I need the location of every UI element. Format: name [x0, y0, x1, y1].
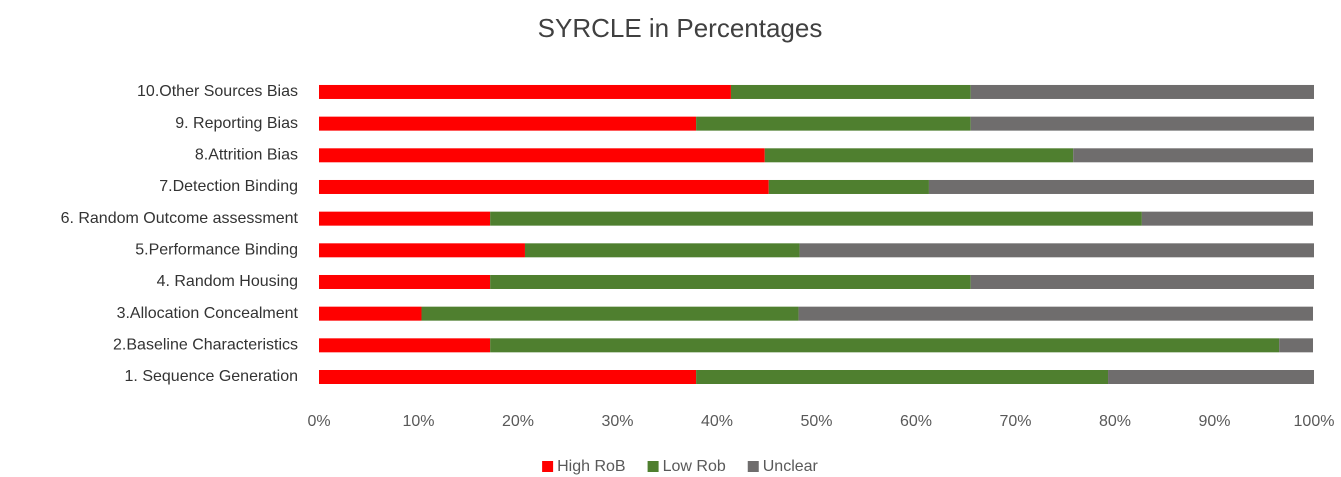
bar-segment: [490, 211, 1142, 226]
bar-segment: [1279, 338, 1314, 353]
bar-segment: [696, 116, 971, 131]
y-tick-label: 3.Allocation Concealment: [117, 305, 299, 322]
legend-label: Low Rob: [663, 458, 726, 475]
x-tick-label: 100%: [1294, 413, 1335, 430]
bar-segment: [970, 116, 1314, 131]
x-tick-label: 80%: [1099, 413, 1131, 430]
bar-segment: [1108, 370, 1314, 384]
bar-segment: [798, 306, 1314, 321]
legend-label: Unclear: [763, 458, 819, 475]
bar-segment: [799, 243, 1314, 258]
chart-title: SYRCLE in Percentages: [538, 13, 823, 43]
bar-segment: [696, 370, 1109, 384]
x-tick-label: 40%: [701, 413, 733, 430]
bar-segment: [319, 116, 697, 131]
bar-segment: [319, 274, 491, 289]
y-tick-label: 9. Reporting Bias: [175, 115, 298, 132]
bar-segment: [319, 148, 765, 163]
bar-segment: [319, 179, 769, 194]
y-tick-label: 1. Sequence Generation: [125, 368, 298, 385]
bar-segment: [768, 179, 929, 194]
y-tick-label: 6. Random Outcome assessment: [61, 210, 299, 227]
bar-segment: [319, 370, 697, 384]
x-tick-label: 30%: [601, 413, 633, 430]
x-tick-label: 0%: [307, 413, 330, 430]
y-tick-label: 8.Attrition Bias: [195, 147, 298, 164]
bar-segment: [490, 338, 1280, 353]
bar-segment: [319, 84, 731, 99]
bar-segment: [764, 148, 1074, 163]
bar-segment: [970, 274, 1314, 289]
x-tick-label: 70%: [999, 413, 1031, 430]
legend-swatch: [542, 461, 554, 472]
bar-segment: [730, 84, 971, 99]
y-tick-label: 5.Performance Binding: [135, 242, 298, 259]
bar-segment: [319, 338, 491, 353]
x-tick-label: 20%: [502, 413, 534, 430]
bar-segment: [1141, 211, 1314, 226]
bar-segment: [928, 179, 1314, 194]
bar-segment: [1073, 148, 1314, 163]
x-tick-label: 10%: [402, 413, 434, 430]
y-tick-label: 4. Random Housing: [157, 273, 298, 290]
bar-segment: [421, 306, 799, 321]
x-tick-label: 50%: [800, 413, 832, 430]
bar-segment: [319, 211, 491, 226]
bar-segment: [490, 274, 971, 289]
y-tick-label: 10.Other Sources Bias: [137, 83, 298, 100]
bar-segment: [319, 306, 422, 321]
legend-swatch: [647, 461, 659, 472]
y-tick-label: 2.Baseline Characteristics: [113, 337, 298, 354]
bar-segment: [970, 84, 1314, 99]
legend-swatch: [747, 461, 759, 472]
bar-segment: [524, 243, 800, 258]
bar-segment: [319, 243, 525, 258]
x-tick-label: 90%: [1198, 413, 1230, 430]
x-tick-label: 60%: [900, 413, 932, 430]
y-tick-label: 7.Detection Binding: [159, 178, 298, 195]
legend-label: High RoB: [557, 458, 625, 475]
